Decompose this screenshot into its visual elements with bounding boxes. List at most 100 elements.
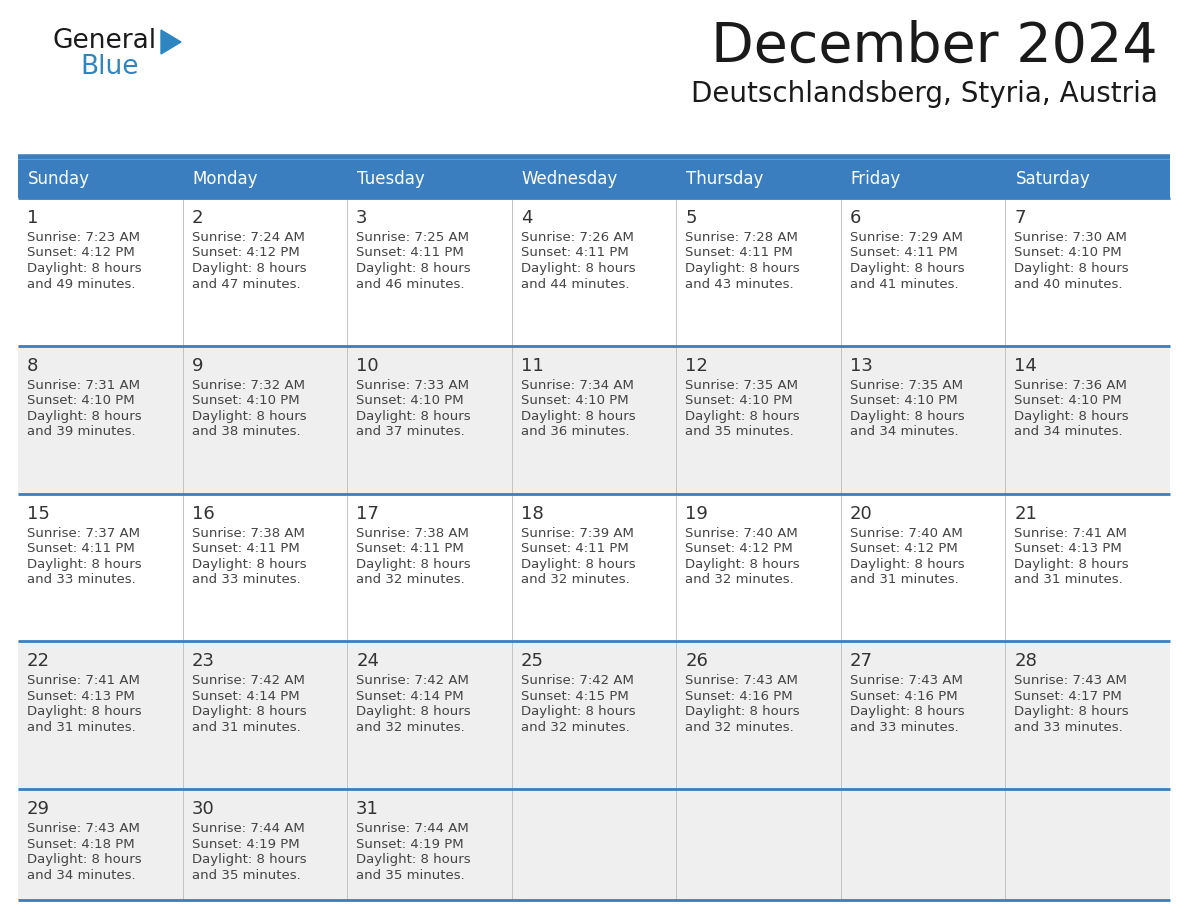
Text: Sunrise: 7:44 AM: Sunrise: 7:44 AM (191, 823, 304, 835)
Text: 28: 28 (1015, 653, 1037, 670)
Text: Sunset: 4:11 PM: Sunset: 4:11 PM (191, 542, 299, 555)
Text: Sunset: 4:11 PM: Sunset: 4:11 PM (356, 542, 463, 555)
Text: Sunrise: 7:32 AM: Sunrise: 7:32 AM (191, 379, 304, 392)
Text: and 31 minutes.: and 31 minutes. (27, 721, 135, 733)
Text: and 32 minutes.: and 32 minutes. (685, 721, 794, 733)
Text: and 46 minutes.: and 46 minutes. (356, 277, 465, 290)
Text: and 33 minutes.: and 33 minutes. (849, 721, 959, 733)
Text: Sunset: 4:12 PM: Sunset: 4:12 PM (849, 542, 958, 555)
Text: Sunrise: 7:42 AM: Sunrise: 7:42 AM (520, 675, 633, 688)
Text: 8: 8 (27, 357, 38, 375)
Text: Sunrise: 7:24 AM: Sunrise: 7:24 AM (191, 231, 304, 244)
Text: Sunset: 4:11 PM: Sunset: 4:11 PM (849, 247, 958, 260)
Text: 5: 5 (685, 209, 697, 227)
Text: Sunrise: 7:36 AM: Sunrise: 7:36 AM (1015, 379, 1127, 392)
Text: Sunset: 4:18 PM: Sunset: 4:18 PM (27, 837, 134, 851)
Text: Daylight: 8 hours: Daylight: 8 hours (1015, 705, 1129, 719)
Text: and 41 minutes.: and 41 minutes. (849, 277, 959, 290)
Text: 2: 2 (191, 209, 203, 227)
Text: Daylight: 8 hours: Daylight: 8 hours (191, 262, 307, 275)
Text: Daylight: 8 hours: Daylight: 8 hours (685, 409, 800, 423)
Text: Sunset: 4:10 PM: Sunset: 4:10 PM (191, 395, 299, 408)
Text: Sunset: 4:10 PM: Sunset: 4:10 PM (1015, 247, 1121, 260)
Text: Sunrise: 7:42 AM: Sunrise: 7:42 AM (191, 675, 304, 688)
Text: and 32 minutes.: and 32 minutes. (685, 573, 794, 586)
Text: Daylight: 8 hours: Daylight: 8 hours (685, 705, 800, 719)
Text: Sunrise: 7:35 AM: Sunrise: 7:35 AM (849, 379, 962, 392)
Text: 16: 16 (191, 505, 214, 522)
Text: Daylight: 8 hours: Daylight: 8 hours (27, 705, 141, 719)
Text: Daylight: 8 hours: Daylight: 8 hours (685, 557, 800, 571)
Text: Daylight: 8 hours: Daylight: 8 hours (191, 853, 307, 867)
Text: Daylight: 8 hours: Daylight: 8 hours (191, 705, 307, 719)
Text: Sunrise: 7:33 AM: Sunrise: 7:33 AM (356, 379, 469, 392)
Text: Sunrise: 7:34 AM: Sunrise: 7:34 AM (520, 379, 633, 392)
Text: Daylight: 8 hours: Daylight: 8 hours (27, 853, 141, 867)
Text: and 44 minutes.: and 44 minutes. (520, 277, 630, 290)
Text: 12: 12 (685, 357, 708, 375)
Text: 3: 3 (356, 209, 367, 227)
Text: Daylight: 8 hours: Daylight: 8 hours (191, 409, 307, 423)
Text: Monday: Monday (192, 170, 258, 188)
Text: 15: 15 (27, 505, 50, 522)
Text: 27: 27 (849, 653, 873, 670)
Text: Sunrise: 7:42 AM: Sunrise: 7:42 AM (356, 675, 469, 688)
Text: 25: 25 (520, 653, 544, 670)
Text: Daylight: 8 hours: Daylight: 8 hours (356, 409, 470, 423)
Text: 31: 31 (356, 800, 379, 818)
Text: Daylight: 8 hours: Daylight: 8 hours (520, 262, 636, 275)
Text: Sunrise: 7:39 AM: Sunrise: 7:39 AM (520, 527, 633, 540)
Text: Sunset: 4:12 PM: Sunset: 4:12 PM (27, 247, 134, 260)
Polygon shape (162, 30, 181, 54)
Bar (18, 160, 1170, 198)
Text: and 32 minutes.: and 32 minutes. (356, 721, 465, 733)
Bar (18, 789, 1170, 900)
Text: Sunset: 4:11 PM: Sunset: 4:11 PM (685, 247, 794, 260)
Text: Daylight: 8 hours: Daylight: 8 hours (27, 557, 141, 571)
Text: General: General (52, 28, 156, 54)
Text: Sunset: 4:12 PM: Sunset: 4:12 PM (685, 542, 794, 555)
Text: Daylight: 8 hours: Daylight: 8 hours (520, 409, 636, 423)
Text: Daylight: 8 hours: Daylight: 8 hours (356, 557, 470, 571)
Text: Sunrise: 7:40 AM: Sunrise: 7:40 AM (685, 527, 798, 540)
Text: 24: 24 (356, 653, 379, 670)
Text: Thursday: Thursday (687, 170, 764, 188)
Text: Sunrise: 7:43 AM: Sunrise: 7:43 AM (685, 675, 798, 688)
Text: Sunrise: 7:44 AM: Sunrise: 7:44 AM (356, 823, 469, 835)
Text: Sunrise: 7:40 AM: Sunrise: 7:40 AM (849, 527, 962, 540)
Text: Sunday: Sunday (29, 170, 90, 188)
Text: Sunset: 4:11 PM: Sunset: 4:11 PM (520, 542, 628, 555)
Text: and 34 minutes.: and 34 minutes. (27, 868, 135, 881)
Text: Sunrise: 7:26 AM: Sunrise: 7:26 AM (520, 231, 633, 244)
Text: Sunrise: 7:41 AM: Sunrise: 7:41 AM (1015, 527, 1127, 540)
Text: 21: 21 (1015, 505, 1037, 522)
Text: Daylight: 8 hours: Daylight: 8 hours (356, 705, 470, 719)
Text: 9: 9 (191, 357, 203, 375)
Text: Sunset: 4:11 PM: Sunset: 4:11 PM (27, 542, 134, 555)
Text: 13: 13 (849, 357, 873, 375)
Text: Sunset: 4:10 PM: Sunset: 4:10 PM (1015, 395, 1121, 408)
Text: Sunrise: 7:35 AM: Sunrise: 7:35 AM (685, 379, 798, 392)
Text: and 47 minutes.: and 47 minutes. (191, 277, 301, 290)
Text: Daylight: 8 hours: Daylight: 8 hours (191, 557, 307, 571)
Text: Sunrise: 7:43 AM: Sunrise: 7:43 AM (1015, 675, 1127, 688)
Text: Daylight: 8 hours: Daylight: 8 hours (356, 262, 470, 275)
Text: Saturday: Saturday (1016, 170, 1091, 188)
Bar (18, 642, 1170, 789)
Text: Daylight: 8 hours: Daylight: 8 hours (356, 853, 470, 867)
Text: and 33 minutes.: and 33 minutes. (27, 573, 135, 586)
Text: and 49 minutes.: and 49 minutes. (27, 277, 135, 290)
Text: Sunset: 4:10 PM: Sunset: 4:10 PM (27, 395, 134, 408)
Text: and 35 minutes.: and 35 minutes. (356, 868, 465, 881)
Text: Tuesday: Tuesday (358, 170, 425, 188)
Text: Daylight: 8 hours: Daylight: 8 hours (27, 409, 141, 423)
Text: Sunrise: 7:38 AM: Sunrise: 7:38 AM (191, 527, 304, 540)
Text: Sunset: 4:16 PM: Sunset: 4:16 PM (685, 689, 792, 703)
Text: and 32 minutes.: and 32 minutes. (520, 573, 630, 586)
Text: 4: 4 (520, 209, 532, 227)
Text: 30: 30 (191, 800, 214, 818)
Text: Deutschlandsberg, Styria, Austria: Deutschlandsberg, Styria, Austria (691, 80, 1158, 108)
Text: 10: 10 (356, 357, 379, 375)
Text: 7: 7 (1015, 209, 1026, 227)
Text: Daylight: 8 hours: Daylight: 8 hours (520, 705, 636, 719)
